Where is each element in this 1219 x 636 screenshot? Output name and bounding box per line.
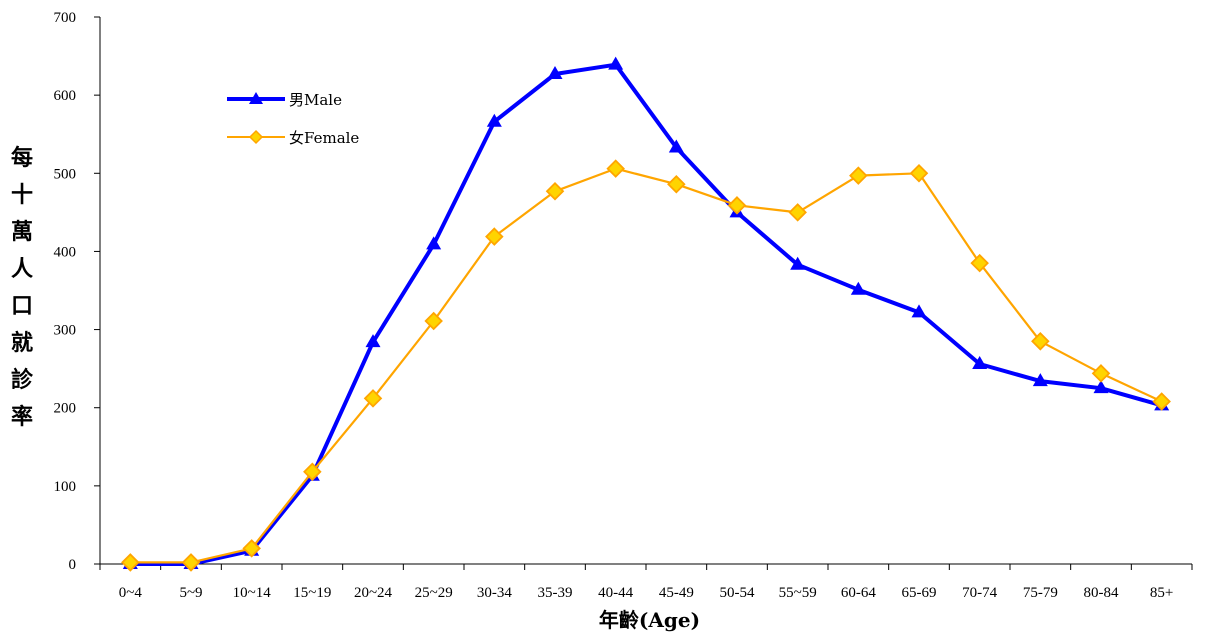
x-tick-label: 50-54 <box>720 585 755 601</box>
x-tick-label: 70-74 <box>962 585 997 601</box>
y-axis-label-char: 口 <box>10 294 33 319</box>
point-female <box>1152 392 1171 411</box>
point-male <box>608 56 624 70</box>
point-female <box>788 203 807 222</box>
series-layer <box>121 56 1171 572</box>
legend-item-male: 男Male <box>225 80 359 118</box>
point-female <box>1031 332 1050 351</box>
legend: 男Male 女Female <box>225 80 359 156</box>
point-male <box>426 236 442 250</box>
y-axis-label-char: 每 <box>10 146 33 171</box>
y-tick-label: 500 <box>54 166 77 182</box>
point-male <box>668 139 684 153</box>
point-female <box>242 539 261 558</box>
point-male <box>1093 380 1109 394</box>
point-female <box>363 389 383 408</box>
point-male <box>547 66 563 80</box>
x-tick-label: 40-44 <box>598 585 633 601</box>
x-tick-label: 10~14 <box>233 585 272 601</box>
x-tick-label: 75-79 <box>1023 585 1058 601</box>
point-female <box>727 196 747 215</box>
point-female <box>909 164 929 183</box>
legend-swatch-female <box>227 129 285 145</box>
y-axis-label-char: 率 <box>10 405 33 430</box>
x-tick-label: 85+ <box>1150 585 1173 601</box>
x-tick-label: 60-64 <box>841 585 876 601</box>
x-tick-label: 15~19 <box>293 585 331 601</box>
legend-label-male: 男Male <box>289 90 342 109</box>
x-tick-label: 45-49 <box>659 585 694 601</box>
x-tick-label: 65-69 <box>902 585 937 601</box>
y-tick-label: 200 <box>54 401 77 417</box>
point-female <box>303 462 322 482</box>
point-female <box>181 553 201 572</box>
series-line-female <box>130 167 1163 564</box>
y-axis-label: 每十萬人口就診率 <box>8 140 36 436</box>
x-tick-label: 25~29 <box>415 585 453 601</box>
y-axis-label-char: 人 <box>10 257 33 282</box>
x-tick-label: 5~9 <box>179 585 202 601</box>
point-male <box>972 355 988 369</box>
y-tick-label: 100 <box>54 479 77 495</box>
y-axis-label-char: 十 <box>10 183 33 208</box>
y-tick-label: 0 <box>69 557 77 573</box>
x-tick-label: 0~4 <box>119 585 143 601</box>
point-female <box>424 311 443 331</box>
point-female <box>667 174 686 194</box>
y-tick-label: 300 <box>54 323 77 339</box>
point-male <box>850 281 866 295</box>
point-male <box>790 256 806 270</box>
x-tick-label: 80-84 <box>1084 585 1119 601</box>
legend-label-female: 女Female <box>289 128 360 147</box>
series-line-male <box>130 62 1163 566</box>
y-tick-label: 400 <box>54 244 77 260</box>
point-female <box>970 253 989 273</box>
point-female <box>545 181 565 201</box>
point-male <box>486 113 502 127</box>
y-tick-label: 600 <box>54 88 77 104</box>
point-female <box>606 159 625 178</box>
y-axis-label-char: 就 <box>10 331 33 356</box>
x-tick-label: 55~59 <box>779 585 817 601</box>
x-axis-label: 年齡(Age) <box>598 608 701 632</box>
point-female <box>1091 364 1111 383</box>
x-tick-label: 20~24 <box>354 585 393 601</box>
point-male <box>365 334 381 348</box>
y-axis-label-char: 診 <box>10 368 33 393</box>
legend-swatch-male <box>227 92 285 104</box>
point-female <box>485 227 504 246</box>
point-male <box>1032 373 1048 387</box>
ticks: 0 100 200 300 400 500 600 700 0~4 5~9 10~14 15~19 20… <box>54 10 1193 601</box>
y-axis-label-char: 萬 <box>10 220 33 245</box>
y-tick-label: 700 <box>54 10 77 26</box>
legend-item-female: 女Female <box>225 118 359 156</box>
x-tick-label: 30-34 <box>477 585 512 601</box>
point-female <box>121 553 140 572</box>
x-tick-label: 35-39 <box>538 585 573 601</box>
point-female <box>849 166 868 185</box>
point-male <box>911 304 927 318</box>
